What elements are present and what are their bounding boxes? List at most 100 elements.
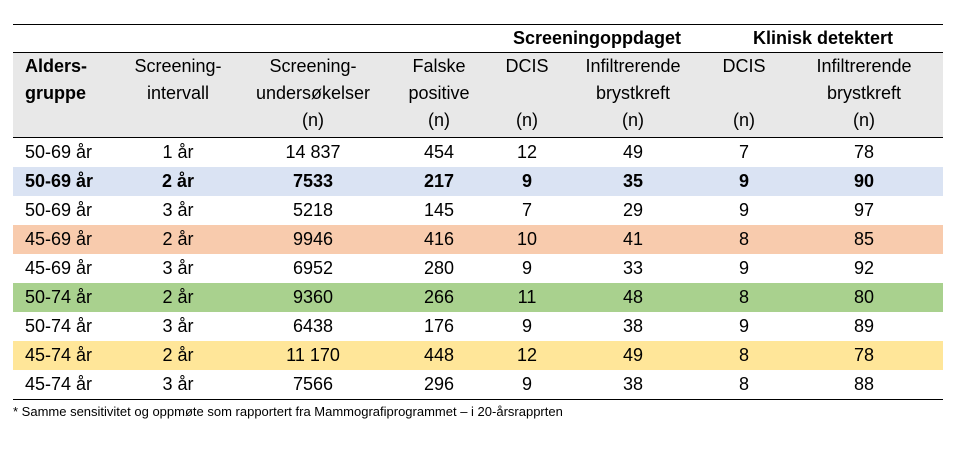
column-header-line: [117, 107, 239, 134]
table-cell-dcis_c: 9: [703, 196, 785, 225]
table-cell-inf_c: 85: [785, 225, 944, 254]
table-row: 50-69 år 1 år 14 837 454 12 49 7 78: [13, 137, 944, 167]
column-header-line: undersøkelser: [255, 83, 371, 103]
table-cell-inf_s: 49: [563, 137, 703, 167]
table-cell-dcis_c: 7: [703, 137, 785, 167]
table-cell-exams: 5218: [239, 196, 387, 225]
column-header-line: (n): [853, 110, 875, 130]
table-cell-exams: 11 170: [239, 341, 387, 370]
column-header-line: brystkreft: [827, 83, 902, 103]
column-header-line: Screening-: [269, 56, 357, 76]
table-cell-age: 50-69 år: [13, 167, 117, 196]
column-header-dcis_s: DCIS (n): [491, 52, 563, 138]
column-header-inf_c: Infiltrerende brystkreft (n): [785, 52, 944, 138]
table-row: 50-74 år 3 år 6438 176 9 38 9 89: [13, 312, 944, 341]
table-cell-exams: 9360: [239, 283, 387, 312]
column-header-row: Alders-gruppe Screening-intervall Screenin…: [13, 52, 944, 138]
table-cell-dcis_s: 12: [491, 137, 563, 167]
column-header-line: Infiltrerende: [585, 56, 681, 76]
table-cell-age: 45-74 år: [13, 341, 117, 370]
column-header-line: (n): [428, 110, 450, 130]
column-header-inf_s: Infiltrerende brystkreft (n): [563, 52, 703, 138]
column-header-line: intervall: [146, 83, 210, 103]
table-row: 45-74 år 2 år 11 170 448 12 49 8 78: [13, 341, 944, 370]
table-cell-dcis_c: 9: [703, 167, 785, 196]
column-header-line: (n): [516, 110, 538, 130]
table-cell-dcis_c: 8: [703, 341, 785, 370]
table-cell-interval: 2 år: [117, 167, 239, 196]
column-header-line: [703, 80, 785, 107]
table-cell-interval: 3 år: [117, 254, 239, 283]
table-cell-interval: 3 år: [117, 312, 239, 341]
table-cell-dcis_s: 12: [491, 341, 563, 370]
table-cell-dcis_s: 7: [491, 196, 563, 225]
table-cell-false_pos: 266: [387, 283, 491, 312]
column-header-exams: Screening-undersøkelser (n): [239, 52, 387, 138]
table-cell-age: 50-74 år: [13, 283, 117, 312]
table-cell-false_pos: 217: [387, 167, 491, 196]
results-table-container: Screeningoppdaget Klinisk detektert Alde…: [13, 24, 944, 419]
column-header-line: (n): [622, 110, 644, 130]
table-cell-dcis_s: 10: [491, 225, 563, 254]
table-cell-interval: 1 år: [117, 137, 239, 167]
table-row: 45-69 år 2 år 9946 416 10 41 8 85: [13, 225, 944, 254]
table-cell-dcis_s: 9: [491, 312, 563, 341]
group-header-row: Screeningoppdaget Klinisk detektert: [13, 24, 944, 53]
column-header-line: Alders-: [25, 56, 88, 76]
table-cell-false_pos: 416: [387, 225, 491, 254]
column-header-line: Infiltrerende: [816, 56, 912, 76]
column-header-line: gruppe: [25, 83, 86, 103]
table-cell-dcis_c: 9: [703, 254, 785, 283]
table-cell-inf_c: 89: [785, 312, 944, 341]
column-header-false_pos: Falske positive (n): [387, 52, 491, 138]
table-cell-inf_c: 97: [785, 196, 944, 225]
table-cell-false_pos: 176: [387, 312, 491, 341]
column-header-line: brystkreft: [595, 83, 670, 103]
column-header-line: DCIS: [505, 56, 549, 76]
column-header-line: positive: [408, 83, 470, 103]
table-cell-dcis_c: 9: [703, 312, 785, 341]
table-cell-dcis_s: 11: [491, 283, 563, 312]
table-cell-false_pos: 454: [387, 137, 491, 167]
column-header-line: Screening-: [134, 56, 222, 76]
table-cell-dcis_s: 9: [491, 167, 563, 196]
table-cell-inf_c: 78: [785, 137, 944, 167]
table-body: 50-69 år 1 år 14 837 454 12 49 7 78 50-69 år 2 år…: [13, 137, 944, 400]
table-cell-interval: 2 år: [117, 283, 239, 312]
column-header-line: [25, 107, 117, 134]
table-cell-dcis_s: 9: [491, 370, 563, 400]
table-cell-dcis_s: 9: [491, 254, 563, 283]
table-cell-inf_c: 90: [785, 167, 944, 196]
table-cell-exams: 7533: [239, 167, 387, 196]
column-header-dcis_c: DCIS (n): [703, 52, 785, 138]
table-cell-age: 45-69 år: [13, 225, 117, 254]
table-cell-dcis_c: 8: [703, 283, 785, 312]
screening-results-table: Screeningoppdaget Klinisk detektert Alde…: [13, 24, 944, 400]
table-cell-interval: 2 år: [117, 225, 239, 254]
table-cell-exams: 6438: [239, 312, 387, 341]
table-cell-false_pos: 448: [387, 341, 491, 370]
table-cell-interval: 3 år: [117, 370, 239, 400]
table-cell-inf_c: 80: [785, 283, 944, 312]
footnote: * Samme sensitivitet og oppmøte som rapp…: [13, 404, 563, 419]
table-cell-inf_s: 35: [563, 167, 703, 196]
column-header-interval: Screening-intervall: [117, 52, 239, 138]
table-cell-age: 45-69 år: [13, 254, 117, 283]
group-header-screening: Screeningoppdaget: [491, 24, 703, 53]
table-cell-inf_c: 92: [785, 254, 944, 283]
table-cell-exams: 14 837: [239, 137, 387, 167]
table-cell-exams: 9946: [239, 225, 387, 254]
column-header-line: [491, 80, 563, 107]
table-row: 45-69 år 3 år 6952 280 9 33 9 92: [13, 254, 944, 283]
table-cell-false_pos: 280: [387, 254, 491, 283]
column-header-line: (n): [302, 110, 324, 130]
table-cell-age: 50-69 år: [13, 196, 117, 225]
table-cell-inf_s: 38: [563, 370, 703, 400]
table-cell-interval: 2 år: [117, 341, 239, 370]
table-cell-exams: 6952: [239, 254, 387, 283]
column-header-line: (n): [733, 110, 755, 130]
table-row: 50-69 år 3 år 5218 145 7 29 9 97: [13, 196, 944, 225]
table-cell-inf_s: 33: [563, 254, 703, 283]
table-cell-age: 50-69 år: [13, 137, 117, 167]
table-row: 50-69 år 2 år 7533 217 9 35 9 90: [13, 167, 944, 196]
